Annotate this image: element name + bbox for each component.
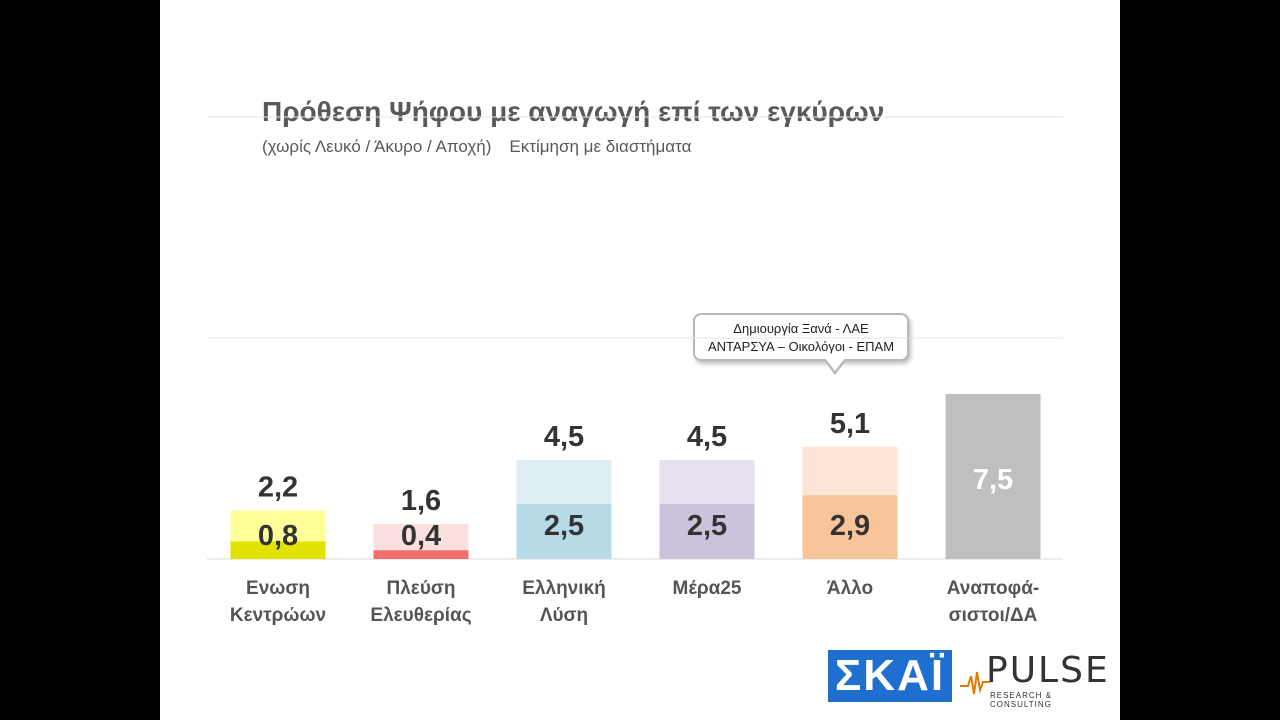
value-label-low: 2,5 — [544, 510, 584, 542]
value-label-high: 4,5 — [544, 421, 584, 453]
subtitle-estimate: Εκτίμηση με διαστήματα — [509, 137, 692, 156]
bar-range-upper — [659, 460, 755, 504]
category-label: Λύση — [540, 605, 588, 626]
callout-line-1: Δημιουργία Ξανά - ΛΑΕ — [733, 321, 869, 336]
value-label-high: 5,1 — [830, 408, 870, 440]
value-label-high: 2,2 — [258, 472, 298, 504]
callout-line-2: ΑΝΤΑΡΣΥΑ – Οικολόγοι - ΕΠΑΜ — [707, 339, 895, 354]
category-label: Αναποφά- — [947, 578, 1040, 599]
category-label: Ελευθερίας — [370, 605, 471, 626]
bar-range-lower — [802, 495, 898, 559]
category-label: Πλεύση — [387, 578, 456, 599]
bar-range-upper — [516, 460, 612, 504]
value-label-low: 2,5 — [687, 510, 727, 542]
value-label-high: 1,6 — [401, 485, 441, 517]
skai-logo: ΣΚΑΪ — [828, 650, 952, 702]
bar-range-lower — [516, 504, 612, 559]
bar-range-lower — [373, 550, 469, 559]
pulse-wave-icon — [960, 671, 990, 695]
pulse-logo: PULSE RESEARCH & CONSULTING — [960, 650, 1108, 709]
bar-range-lower — [230, 541, 326, 559]
category-label: Μέρα25 — [673, 578, 742, 599]
category-label: Άλλο — [827, 578, 873, 599]
value-label-low: 0,4 — [401, 520, 441, 552]
category-label: Ενωση — [246, 578, 310, 599]
bar-range-upper — [373, 523, 469, 551]
value-label-low: 0,8 — [258, 520, 298, 552]
chart-subtitle: (χωρίς Λευκό / Άκυρο / Αποχή) Εκτίμηση με… — [262, 137, 691, 157]
subtitle-exclusions: (χωρίς Λευκό / Άκυρο / Αποχή) — [262, 137, 492, 156]
category-label: σιστοι/ΔΑ — [949, 605, 1038, 626]
chart-title: Πρόθεση Ψήφου με αναγωγή επί των εγκύρων — [262, 96, 885, 127]
value-label-high: 4,5 — [687, 421, 727, 453]
value-label-low: 7,5 — [973, 464, 1013, 496]
category-label: Κεντρώων — [230, 605, 326, 626]
bar-range-lower — [659, 504, 755, 559]
slide: Πρόθεση Ψήφου με αναγωγή επί των εγκύρων… — [160, 0, 1120, 720]
bar-range-upper — [230, 510, 326, 542]
bar-range-upper — [802, 446, 898, 496]
pulse-logo-word: PULSE — [986, 650, 1110, 691]
bar-range-lower — [945, 394, 1041, 559]
other-parties-callout: Δημιουργία Ξανά - ΛΑΕ ΑΝΤΑΡΣΥΑ – Οικολόγ… — [693, 313, 909, 375]
value-label-low: 2,9 — [830, 510, 870, 542]
category-label: Ελληνική — [522, 578, 605, 599]
pulse-logo-tagline: RESEARCH & CONSULTING — [990, 691, 1053, 709]
